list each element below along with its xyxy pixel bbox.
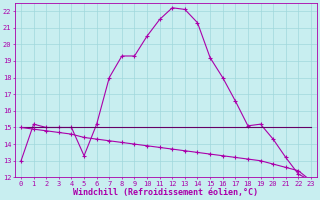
- X-axis label: Windchill (Refroidissement éolien,°C): Windchill (Refroidissement éolien,°C): [74, 188, 259, 197]
